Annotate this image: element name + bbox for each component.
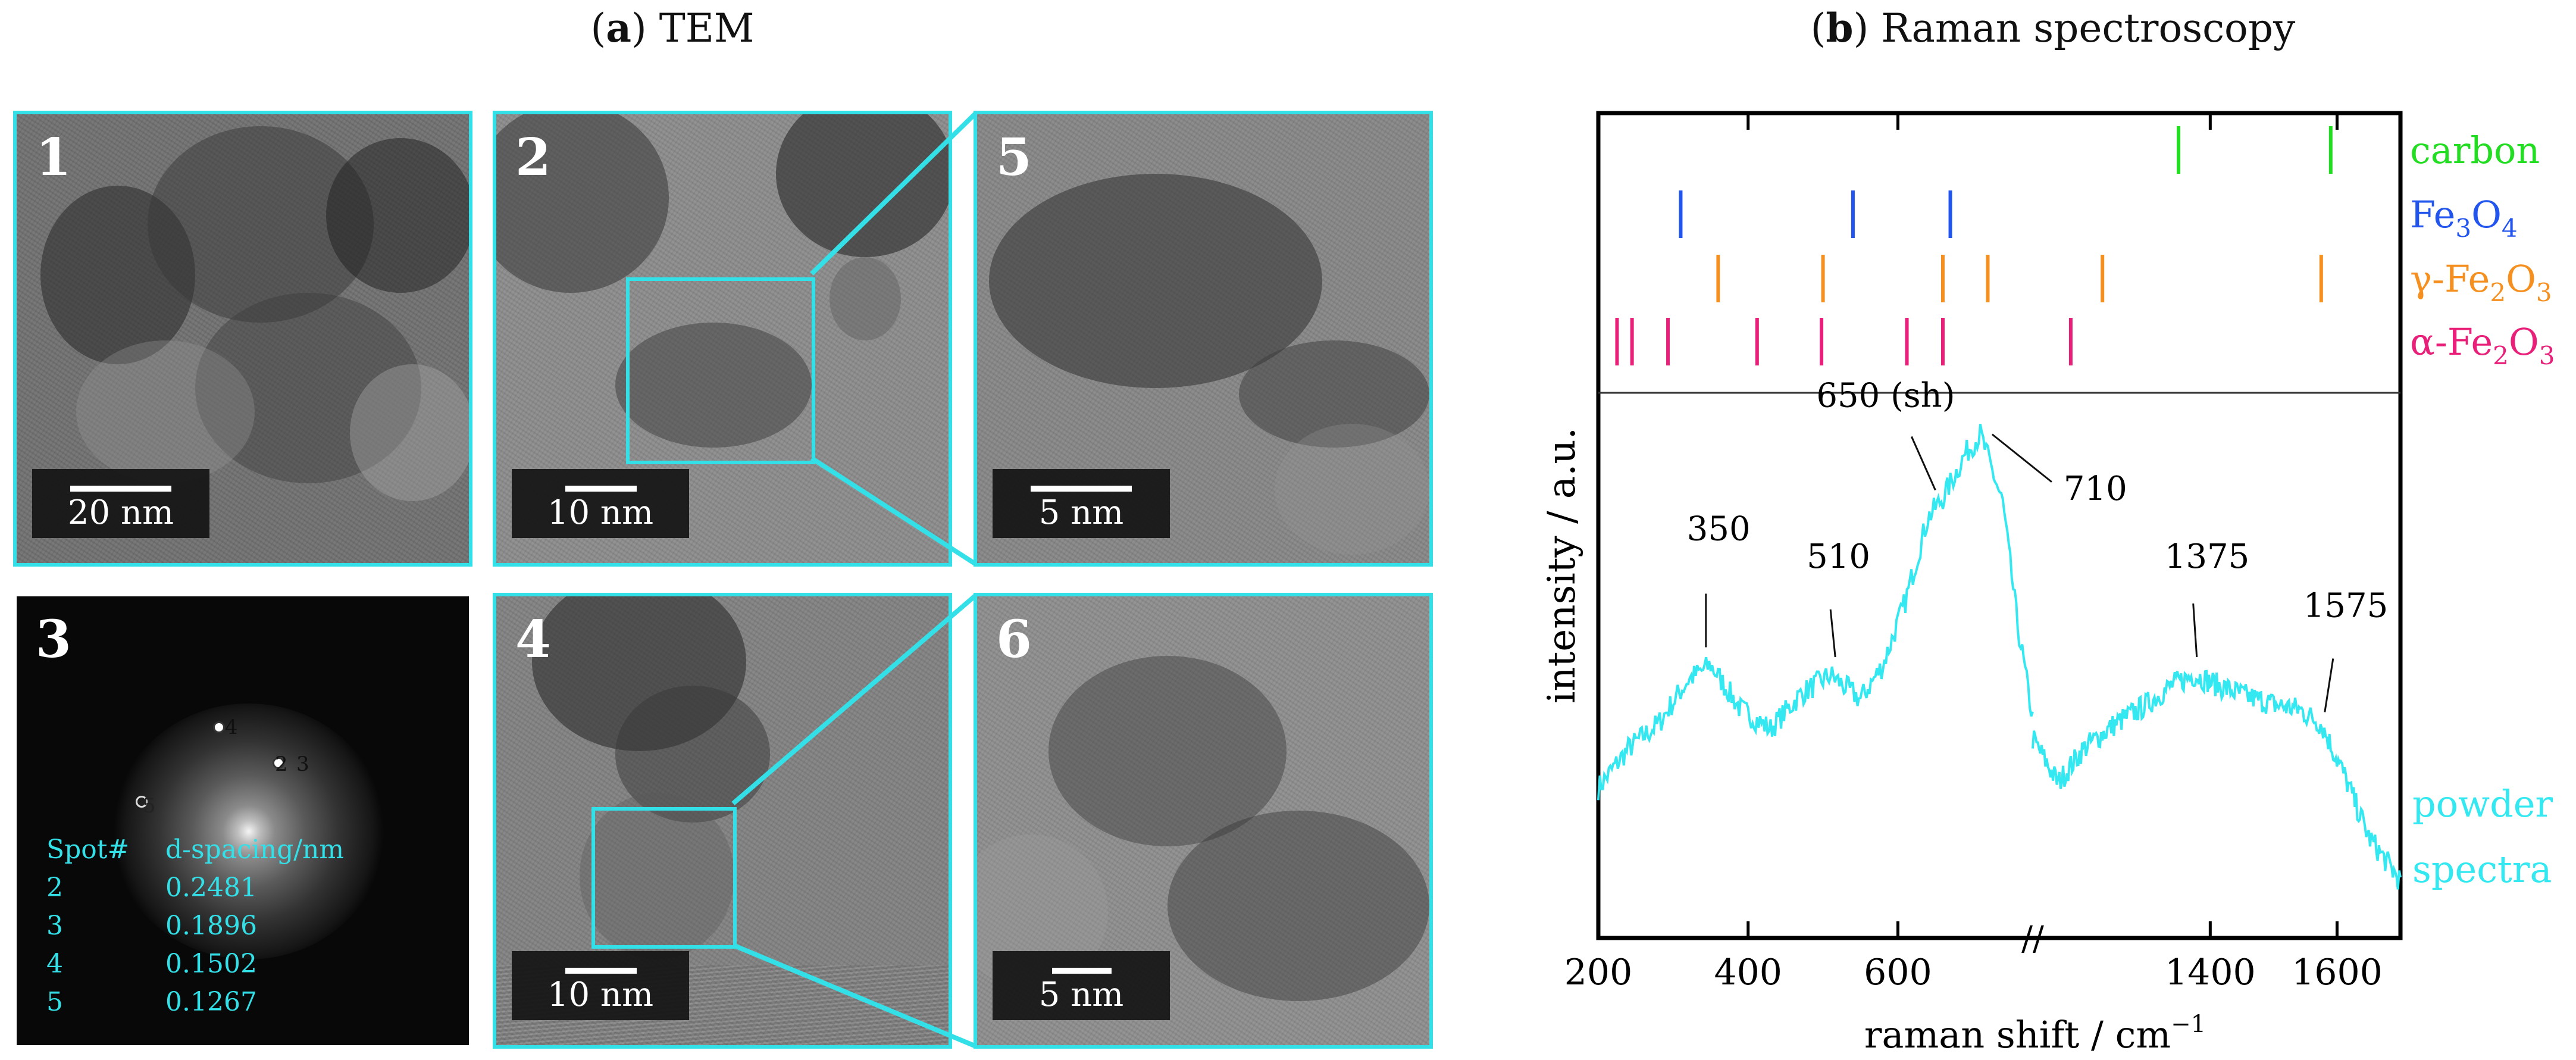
scale-label-1: 20 nm — [67, 493, 174, 532]
fft-row-d: 0.2481 — [165, 873, 257, 903]
spectrum-line-segment-2 — [2032, 670, 2402, 890]
fft-spot-4 — [213, 721, 225, 733]
ref-label-gamma-Fe2O3: γ-Fe2O3 — [2410, 257, 2552, 307]
tem-image-5 — [977, 114, 1429, 563]
panel-number-6: 6 — [996, 609, 1032, 670]
fft-spot-2 — [273, 757, 284, 769]
x-tick-label: 600 — [1864, 952, 1932, 993]
peak-label: 1375 — [2165, 537, 2250, 576]
connector-4-6-bottom — [732, 943, 977, 1049]
x-tick-label: 200 — [1564, 952, 1633, 993]
peak-leader — [1991, 433, 2052, 483]
panel-number-3: 3 — [36, 609, 71, 670]
scale-label-4: 10 nm — [547, 975, 654, 1014]
caption-a-text: TEM — [659, 5, 755, 51]
scale-bar-2: 10 nm — [512, 469, 689, 538]
fft-header-spacing: d-spacing/nm — [165, 834, 345, 865]
tem-panel-6: 6 5 nm — [974, 593, 1433, 1049]
reference-legend: carbon Fe3O4 γ-Fe2O3 α-Fe2O3 — [2410, 129, 2555, 370]
zoom-box-2-to-5 — [626, 277, 815, 464]
scale-label-6: 5 nm — [1038, 975, 1124, 1014]
legend-powder-line1: powder — [2412, 782, 2553, 826]
x-tick-label: 400 — [1714, 952, 1782, 993]
fft-diffraction-pattern — [112, 703, 386, 959]
peak-label: 510 — [1807, 537, 1870, 576]
scale-bar-5: 5 nm — [993, 469, 1170, 538]
fft-row-d: 0.1502 — [165, 949, 257, 979]
scale-bar-4: 10 nm — [512, 951, 689, 1020]
fft-spot-label-3: 3 — [296, 752, 309, 776]
panel-number-4: 4 — [515, 609, 551, 670]
peak-label: 710 — [2064, 470, 2127, 508]
fft-row-spot: 2 — [46, 873, 63, 903]
fft-row-spot: 3 — [46, 911, 63, 941]
ref-label-Fe3O4: Fe3O4 — [2410, 193, 2518, 243]
peak-leader — [1829, 609, 1836, 658]
tem-panel-5: 5 5 nm — [974, 111, 1433, 567]
scale-label-5: 5 nm — [1038, 493, 1124, 532]
scale-bar-1: 20 nm — [32, 469, 209, 538]
plot-area: 350 510 650 (sh) 710 1375 1575 200 400 600 1400 16… — [1564, 111, 2403, 993]
caption-panel-a: (a) TEM — [590, 5, 755, 51]
x-axis-label: raman shift / cm−1 — [1864, 1011, 2206, 1056]
panel-number-1: 1 — [36, 127, 71, 187]
scale-bar-6: 5 nm — [993, 951, 1170, 1020]
connector-2-5-top — [810, 111, 978, 276]
scale-label-2: 10 nm — [547, 493, 654, 532]
tem-panel-3-fft: 4 2 3 5 3 Spot# d-spacing/nm 2 0.2481 3 … — [13, 593, 472, 1049]
peak-leader — [2324, 658, 2334, 712]
caption-a-letter: a — [606, 5, 631, 51]
x-tick-label: 1400 — [2165, 952, 2256, 993]
fft-row-spot: 4 — [46, 949, 63, 979]
tem-panel-2: 2 10 nm — [493, 111, 952, 567]
fft-row-d: 0.1267 — [165, 987, 257, 1017]
peak-label: 350 — [1687, 510, 1751, 549]
connector-4-6-top — [731, 593, 978, 806]
fft-header-spot: Spot# — [46, 834, 130, 865]
fft-spot-label-4: 4 — [225, 715, 238, 739]
fft-spot-5 — [136, 796, 148, 808]
zoom-box-4-to-6 — [591, 807, 737, 949]
peak-leader — [2192, 603, 2198, 658]
spectrum-line-segment-1 — [1597, 423, 2034, 801]
ref-label-alpha-Fe2O3: α-Fe2O3 — [2410, 320, 2555, 370]
y-axis-label: intensity / a.u. — [1540, 427, 1584, 703]
caption-b-letter: b — [1826, 5, 1854, 51]
fft-row-d: 0.1896 — [165, 911, 257, 941]
fft-d-spacing-table: Spot# d-spacing/nm 2 0.2481 3 0.1896 4 0… — [46, 834, 463, 1037]
panel-number-2: 2 — [515, 127, 551, 187]
legend-powder-line2: spectra — [2412, 848, 2552, 891]
ref-label-carbon: carbon — [2410, 129, 2540, 172]
tem-panel-1: 1 20 nm — [13, 111, 472, 567]
connector-2-5-bottom — [810, 456, 978, 567]
peak-leader — [1911, 436, 1936, 491]
peak-label: 650 (sh) — [1816, 377, 1955, 415]
peak-label: 1575 — [2303, 587, 2389, 626]
panel-number-5: 5 — [996, 127, 1032, 187]
fft-spot-label-5: 5 — [143, 794, 156, 818]
fft-spot-label-2: 2 — [275, 752, 288, 776]
x-tick-label: 1600 — [2292, 952, 2383, 993]
caption-panel-b: (b) Raman spectroscopy — [1810, 5, 2296, 51]
fft-row-spot: 5 — [46, 987, 63, 1017]
raman-chart: intensity / a.u. carbon Fe3O4 γ-Fe2O3 α-Fe2… — [1540, 111, 2555, 1056]
caption-b-text: Raman spectroscopy — [1881, 5, 2296, 51]
plot-frame — [1596, 111, 2403, 940]
axis-break: // — [2021, 920, 2044, 958]
